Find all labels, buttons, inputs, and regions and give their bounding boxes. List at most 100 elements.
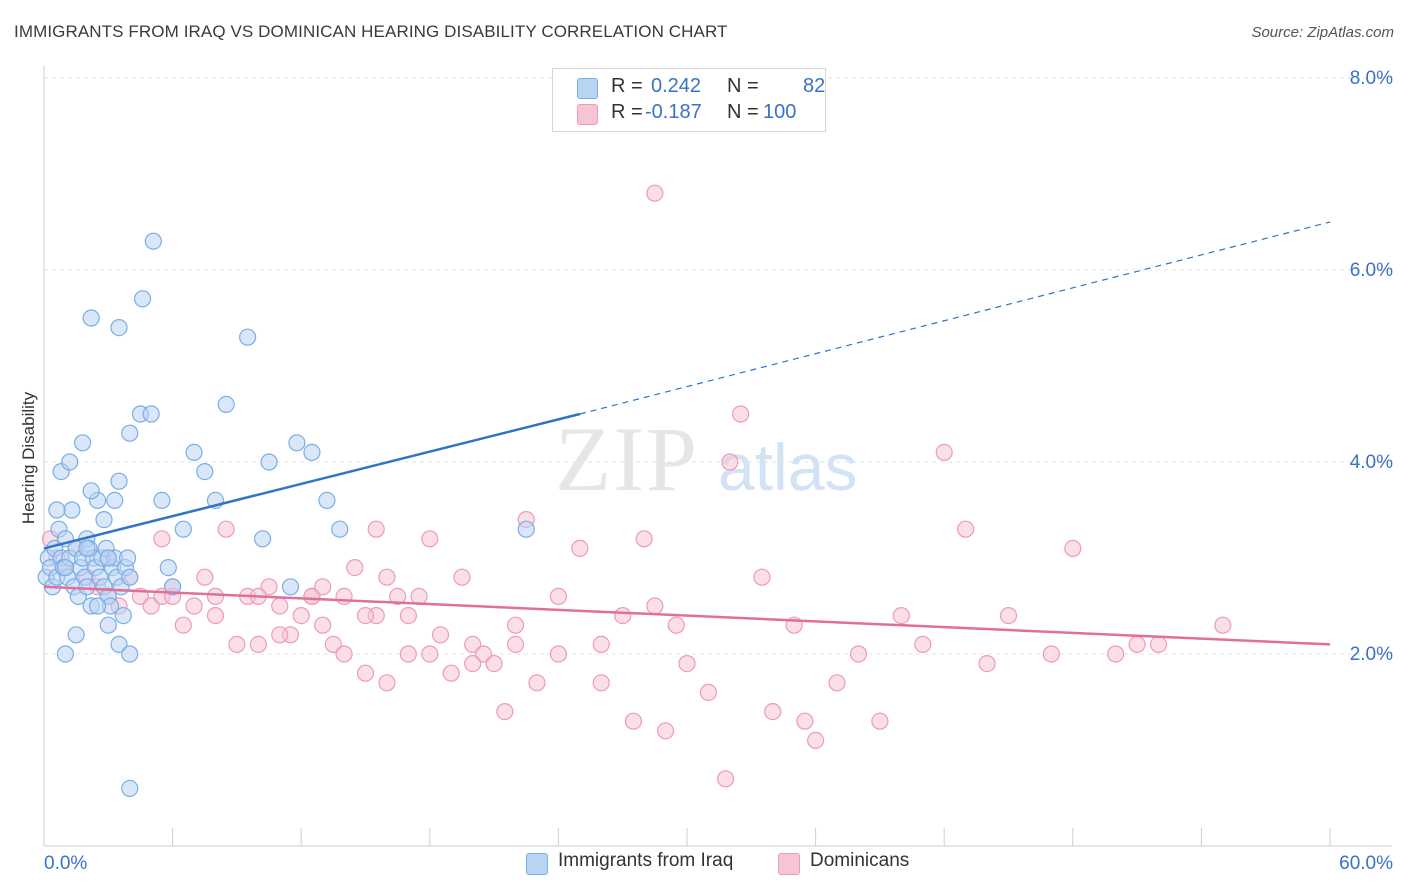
dominican-point	[474, 645, 492, 663]
iraq-point	[196, 463, 214, 481]
watermark-atlas: atlas	[718, 430, 857, 504]
dominican-point	[399, 606, 417, 625]
iraq-point	[99, 549, 117, 567]
dominican-point	[367, 520, 385, 538]
iraq-point	[88, 597, 107, 615]
dominican-point	[656, 722, 675, 740]
legend-row-dominicans: R = -0.187 N = 100	[577, 101, 796, 127]
iraq-point	[118, 549, 137, 567]
iraq-point	[82, 309, 100, 327]
iraq-point	[174, 520, 192, 538]
iraq-point	[254, 530, 272, 548]
bottom-legend-swatch-iraq	[526, 853, 548, 875]
dominican-point	[549, 645, 568, 663]
iraq-point	[110, 472, 128, 490]
bottom-legend-label-iraq: Immigrants from Iraq	[558, 850, 734, 871]
legend-row-iraq: R = 0.242 N = 82	[577, 75, 825, 101]
dominican-point	[217, 520, 235, 538]
dominican-point	[464, 654, 482, 673]
dominican-point	[335, 587, 353, 606]
dominican-point	[764, 702, 782, 721]
iraq-point	[288, 434, 306, 452]
dominican-point	[1128, 635, 1146, 654]
dominican-point	[635, 530, 653, 548]
dominican-point	[431, 626, 450, 644]
iraq-trend-line	[43, 412, 581, 550]
iraq-point	[95, 510, 113, 529]
bottom-legend-swatch-dominicans	[778, 853, 800, 875]
dominican-point	[421, 645, 439, 663]
axis-layer	[43, 66, 1392, 847]
x-tick-label: 0.0%	[44, 853, 87, 874]
dominican-point	[549, 587, 568, 606]
dominican-point	[957, 520, 975, 538]
grid-layer	[44, 77, 1392, 655]
dominican-point	[196, 568, 214, 586]
dominican-point	[646, 597, 664, 615]
dominican-point	[206, 606, 225, 625]
iraq-point	[517, 520, 535, 538]
dominican-point	[453, 568, 471, 586]
iraq-point	[239, 328, 257, 346]
dominican-point	[496, 702, 514, 721]
dominican-point	[356, 606, 375, 625]
dominican-point	[678, 654, 696, 673]
y-tick-label: 6.0%	[1350, 260, 1393, 281]
watermark-zip: ZIP	[555, 408, 699, 510]
iraq-point	[281, 578, 300, 596]
iraq-point	[67, 626, 85, 644]
dominican-point	[356, 664, 375, 682]
iraq-point	[78, 578, 96, 596]
dominican-point	[271, 626, 289, 644]
legend-swatch-dominicans	[577, 104, 598, 125]
dominican-point	[410, 587, 428, 606]
iraq-point	[331, 520, 349, 538]
iraq-point	[159, 558, 177, 577]
iraq-point	[61, 453, 79, 471]
dominican-point	[1107, 645, 1125, 663]
dominican-point	[1042, 645, 1060, 663]
iraq-point	[110, 319, 128, 337]
iraq-point	[121, 568, 139, 586]
iraq-point	[63, 501, 81, 519]
dominican-point	[571, 539, 589, 558]
iraq-point	[110, 635, 128, 654]
dominican-point	[228, 635, 246, 654]
iraq-point	[185, 443, 203, 461]
iraq-point	[303, 443, 321, 461]
dominican-trend-line	[43, 585, 1331, 646]
iraq-point	[142, 405, 160, 423]
iraq-point	[78, 539, 96, 558]
bottom-legend-label-dominicans: Dominicans	[810, 850, 910, 871]
dominican-point	[1149, 635, 1168, 654]
dominican-point	[442, 664, 460, 682]
dominican-point	[303, 587, 321, 606]
dominican-point	[914, 635, 932, 654]
dominican-point	[978, 654, 996, 673]
dominican-point	[614, 606, 632, 625]
dominican-point	[389, 587, 407, 606]
legend-n-label: N =	[727, 75, 759, 97]
dominican-point	[999, 606, 1018, 625]
dominican-point	[506, 616, 525, 634]
dominican-point	[324, 635, 342, 654]
dominican-point	[485, 654, 503, 673]
source-label: Source: ZipAtlas.com	[1251, 24, 1394, 41]
iraq-point	[99, 616, 117, 634]
dominican-point	[249, 635, 267, 654]
dominican-point	[592, 674, 610, 692]
dominican-point	[592, 635, 610, 654]
legend-n-value: 82	[803, 75, 826, 97]
dominican-point	[753, 568, 771, 586]
dominican-point	[828, 674, 846, 692]
dominican-point	[185, 597, 203, 615]
iraq-point	[121, 645, 139, 663]
dominican-point	[314, 578, 332, 596]
dominican-point	[1064, 539, 1082, 558]
iraq-point	[56, 558, 75, 577]
dominican-point	[528, 674, 546, 692]
dominican-point	[731, 405, 750, 423]
iraq-point	[153, 491, 171, 509]
iraq-point	[56, 645, 75, 663]
iraq-point	[260, 453, 278, 471]
